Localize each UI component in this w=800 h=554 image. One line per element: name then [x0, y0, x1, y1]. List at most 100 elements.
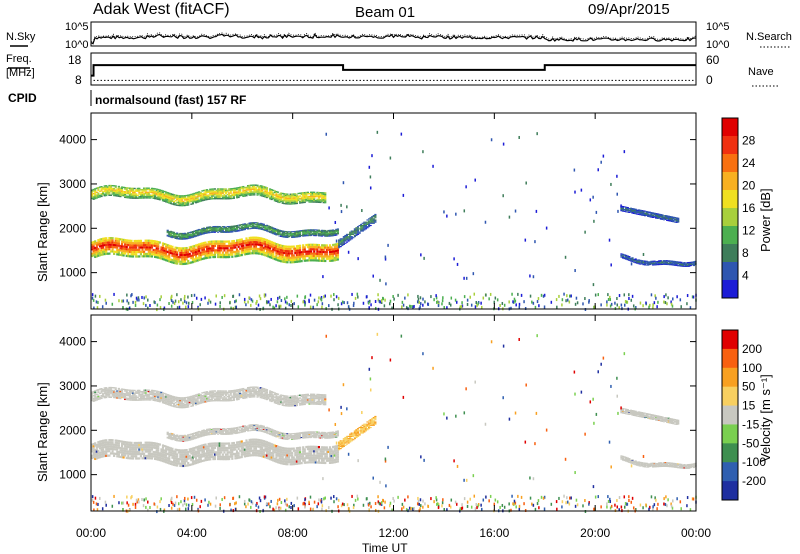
- power-cell: [286, 197, 289, 200]
- power-cell: [376, 130, 379, 134]
- power-cell: [454, 298, 457, 302]
- power-cell: [213, 230, 217, 232]
- power-cell: [276, 234, 280, 236]
- power-cell: [656, 260, 659, 262]
- power-cell: [324, 253, 327, 256]
- power-cell: [109, 237, 113, 240]
- power-cell: [308, 198, 311, 200]
- power-cell: [122, 245, 125, 248]
- power-cell: [669, 217, 672, 219]
- power-cell: [212, 249, 215, 252]
- power-cell: [677, 217, 680, 219]
- power-cell: [149, 255, 152, 258]
- power-cell: [259, 243, 262, 247]
- power-cell: [204, 232, 207, 234]
- power-cell: [664, 260, 667, 262]
- power-cell: [302, 192, 305, 194]
- power-cell: [136, 190, 139, 192]
- power-cell: [224, 192, 228, 194]
- velocity-cell: [262, 393, 265, 395]
- power-cell: [308, 229, 311, 231]
- power-cell: [177, 234, 180, 236]
- power-cell: [108, 190, 111, 192]
- power-cell: [177, 256, 180, 259]
- velocity-cell: [142, 395, 146, 397]
- power-cell: [204, 194, 207, 197]
- power-cell: [259, 250, 262, 253]
- velocity-cell: [136, 396, 139, 399]
- power-cell: [206, 243, 209, 246]
- power-cell: [335, 252, 338, 255]
- power-cell: [206, 197, 209, 199]
- power-cell: [664, 262, 667, 264]
- power-cell: [369, 218, 372, 220]
- power-cell: [574, 269, 576, 273]
- power-cell: [283, 234, 286, 236]
- power-cell: [680, 264, 683, 266]
- power-cell: [275, 229, 278, 231]
- power-cell: [338, 239, 341, 241]
- power-cell: [172, 250, 176, 253]
- power-cell: [147, 197, 150, 199]
- power-cell: [139, 253, 143, 256]
- power-cell: [215, 240, 218, 243]
- power-cell: [251, 225, 254, 227]
- power-cell: [569, 294, 571, 298]
- power-cell: [207, 231, 210, 233]
- velocity-cell: [194, 402, 198, 404]
- power-cell: [325, 234, 328, 236]
- power-cell: [625, 257, 628, 259]
- power-cell: [163, 196, 166, 198]
- power-cell: [661, 261, 664, 263]
- power-cell: [113, 246, 116, 249]
- velocity-cell: [201, 399, 204, 401]
- power-cell: [98, 251, 102, 255]
- power-cell: [336, 251, 339, 254]
- power-cell: [171, 236, 174, 238]
- power-cell: [689, 262, 692, 264]
- power-cell: [261, 250, 264, 254]
- power-cell: [321, 248, 324, 251]
- power-cell: [253, 249, 256, 253]
- velocity-cell: [237, 394, 240, 396]
- power-cell: [191, 260, 195, 264]
- power-cell: [102, 242, 105, 245]
- power-cell: [179, 249, 182, 252]
- velocity-cell: [113, 392, 116, 395]
- power-cell: [172, 259, 176, 262]
- power-cell: [139, 244, 143, 247]
- power-cell: [251, 185, 254, 188]
- power-cell: [637, 259, 640, 261]
- power-cell: [221, 253, 224, 256]
- power-cell: [294, 258, 297, 261]
- power-cell: [97, 247, 100, 251]
- velocity-cell: [188, 403, 191, 405]
- power-cell: [243, 300, 246, 304]
- power-cell: [209, 254, 212, 257]
- power-cell: [138, 189, 141, 191]
- power-cell: [232, 193, 235, 195]
- velocity-cell: [235, 394, 239, 397]
- velocity-cell: [98, 388, 102, 390]
- power-cell: [632, 211, 636, 212]
- power-cell: [248, 190, 251, 192]
- power-cell: [283, 251, 286, 255]
- velocity-cell: [150, 398, 154, 400]
- power-cell: [240, 223, 243, 225]
- power-cell: [228, 242, 231, 245]
- power-cell: [97, 254, 100, 257]
- velocity-cell: [163, 392, 166, 395]
- power-cell: [437, 304, 440, 308]
- power-cell: [634, 208, 637, 210]
- velocity-cell: [171, 402, 174, 404]
- power-cell: [672, 217, 675, 219]
- power-cell: [207, 249, 210, 253]
- velocity-cell: [182, 402, 185, 405]
- power-cell: [243, 223, 247, 225]
- power-cell: [681, 263, 684, 265]
- power-cell: [272, 189, 275, 192]
- power-cell: [191, 201, 195, 204]
- power-cell: [287, 256, 291, 259]
- power-cell: [174, 246, 177, 249]
- power-cell: [135, 197, 138, 199]
